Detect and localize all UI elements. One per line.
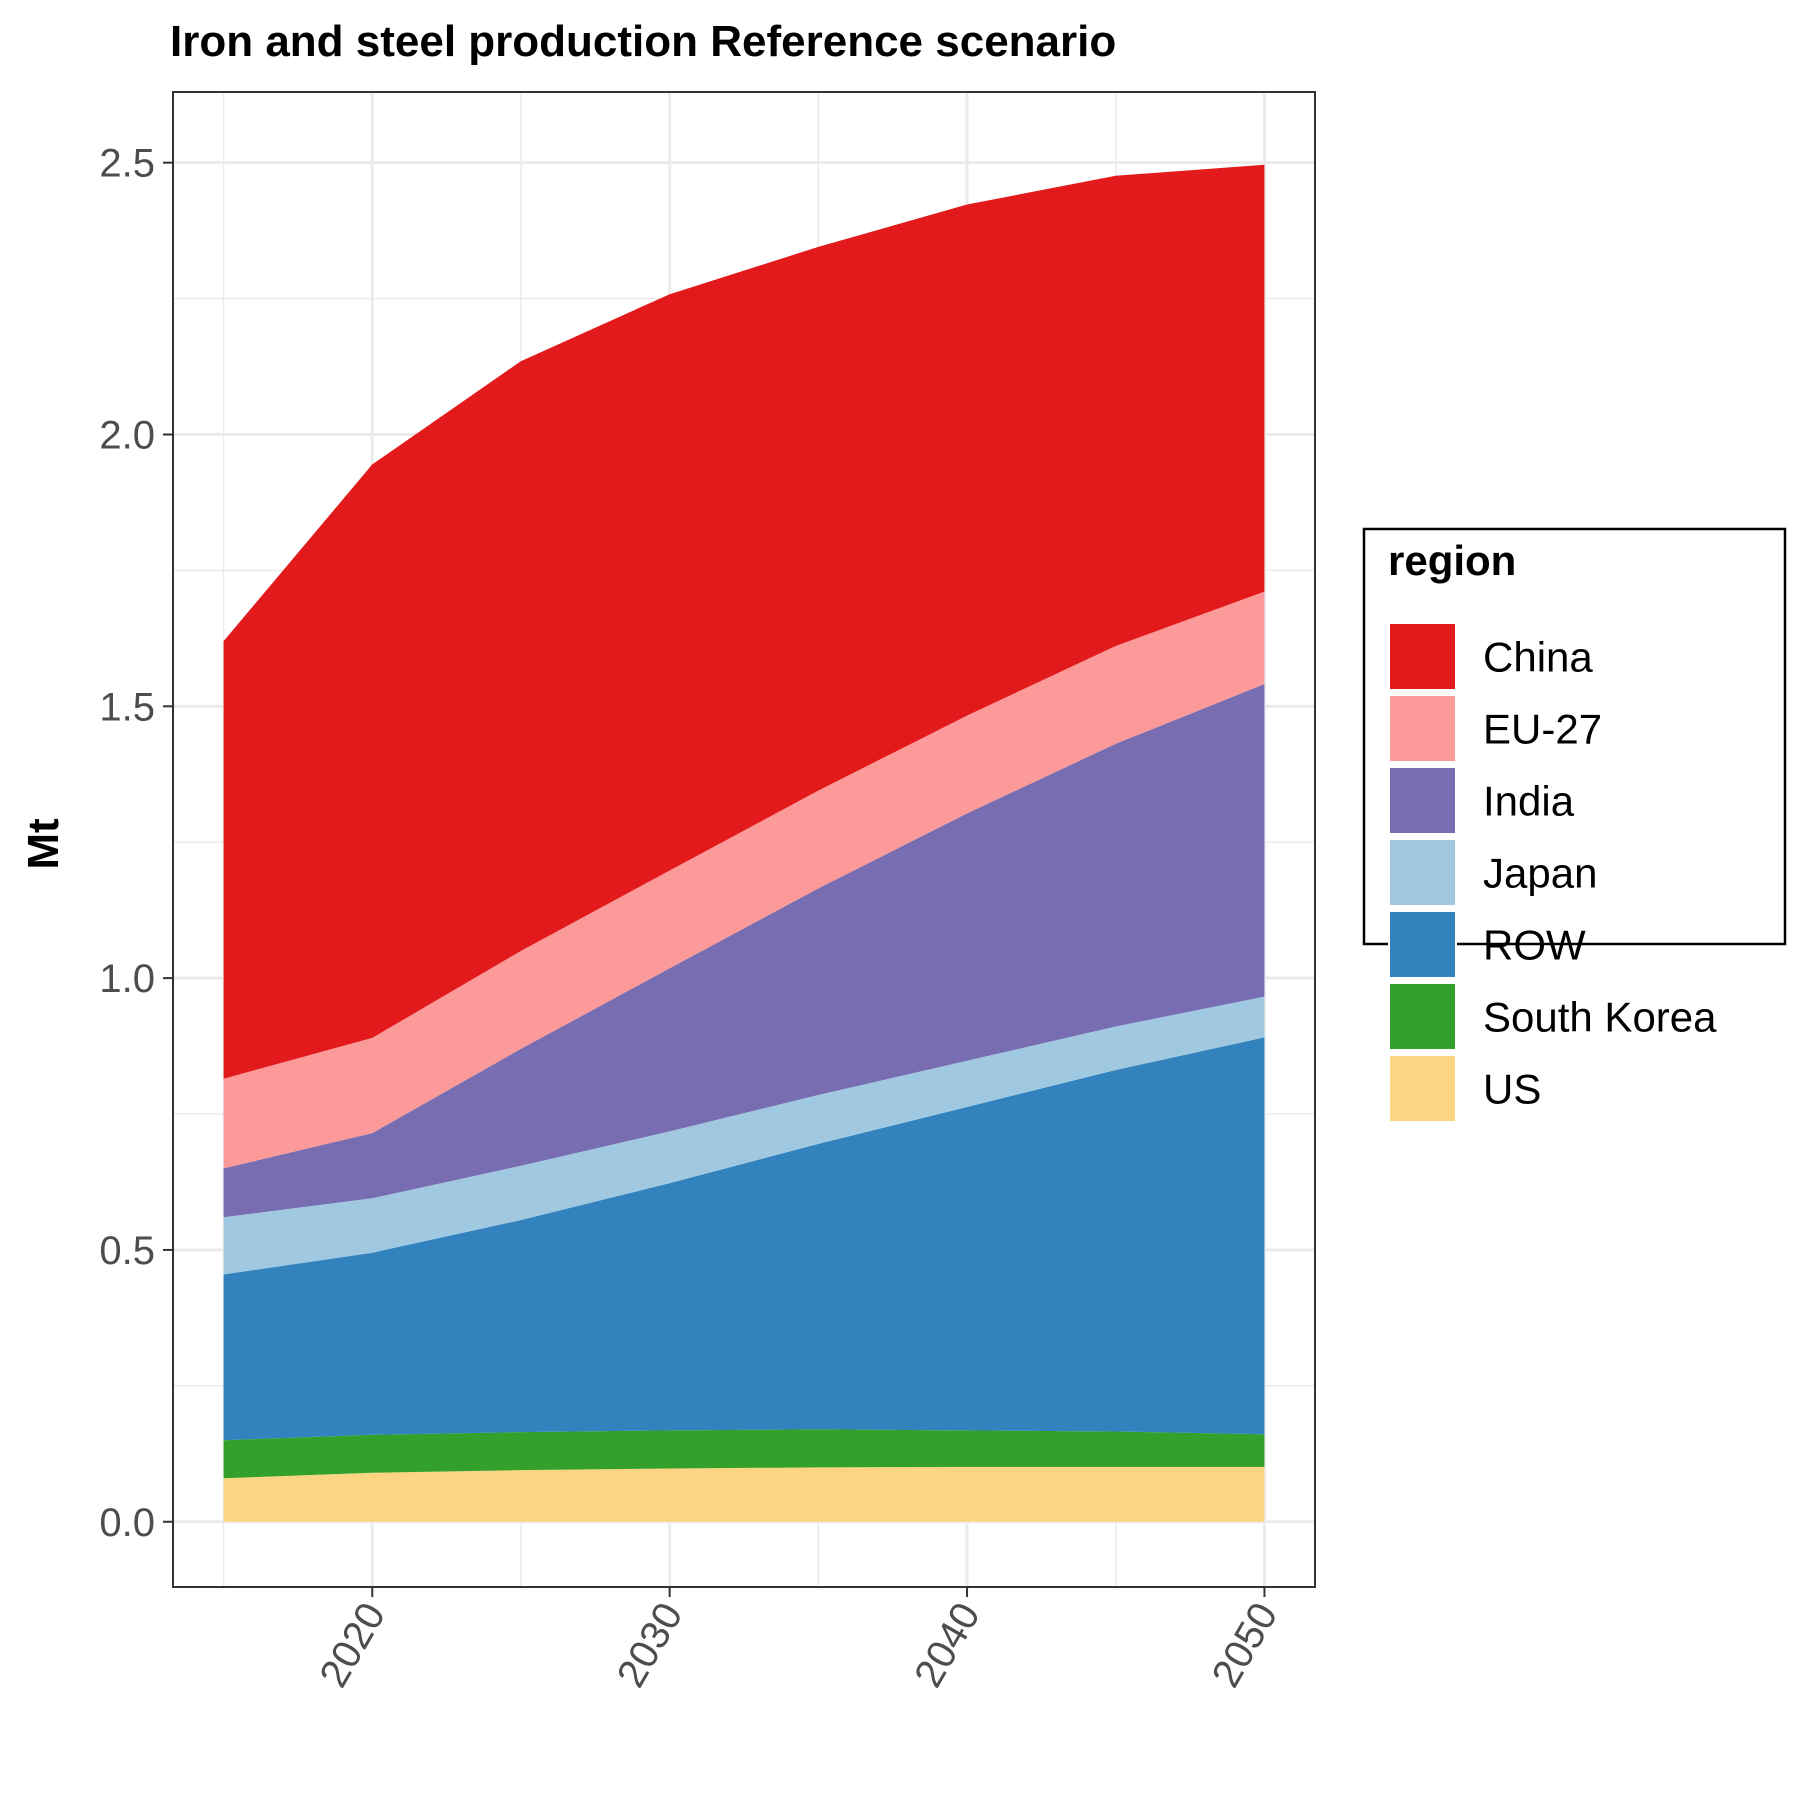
legend-key-row (1388, 910, 1457, 979)
area-row (223, 1037, 1265, 1441)
area-south-korea (223, 1429, 1265, 1479)
legend-label-india: India (1483, 778, 1575, 825)
area-japan (223, 996, 1265, 1275)
y-axis-label: Mt (19, 818, 68, 870)
plot-border (172, 91, 1316, 1588)
chart-title: Iron and steel production Reference scen… (170, 17, 1116, 66)
legend-key-china (1388, 622, 1457, 691)
legend-label-china: China (1483, 634, 1593, 681)
legend-label-south-korea: South Korea (1483, 994, 1717, 1041)
x-tick-label: 2050 (1204, 1596, 1287, 1695)
y-tick-label: 2.5 (99, 142, 155, 186)
area-series (223, 164, 1265, 1522)
x-tick-label: 2040 (906, 1596, 989, 1695)
y-tick-label: 2.0 (99, 413, 155, 457)
legend-label-us: US (1483, 1066, 1541, 1113)
area-eu-27 (223, 591, 1265, 1169)
legend-key-india (1388, 766, 1457, 835)
area-us (223, 1466, 1265, 1522)
area-china (223, 164, 1265, 1079)
legend-label-eu-27: EU-27 (1483, 706, 1602, 753)
x-tick-label: 2030 (609, 1596, 692, 1695)
y-tick-label: 1.5 (99, 685, 155, 729)
legend-title: region (1388, 537, 1516, 584)
y-tick-label: 1.0 (99, 957, 155, 1001)
area-india (223, 684, 1265, 1218)
legend-key-japan (1388, 838, 1457, 907)
x-tick-label: 2020 (311, 1596, 394, 1695)
legend-label-japan: Japan (1483, 850, 1597, 897)
y-tick-label: 0.5 (99, 1229, 155, 1273)
legend: region China EU-27 India Japan ROW South Kore… (1362, 527, 1787, 1123)
legend-label-row: ROW (1483, 922, 1586, 969)
y-tick-label: 0.0 (99, 1501, 155, 1545)
legend-key-eu-27 (1388, 694, 1457, 763)
legend-key-south-korea (1388, 982, 1457, 1051)
legend-key-us (1388, 1054, 1457, 1123)
